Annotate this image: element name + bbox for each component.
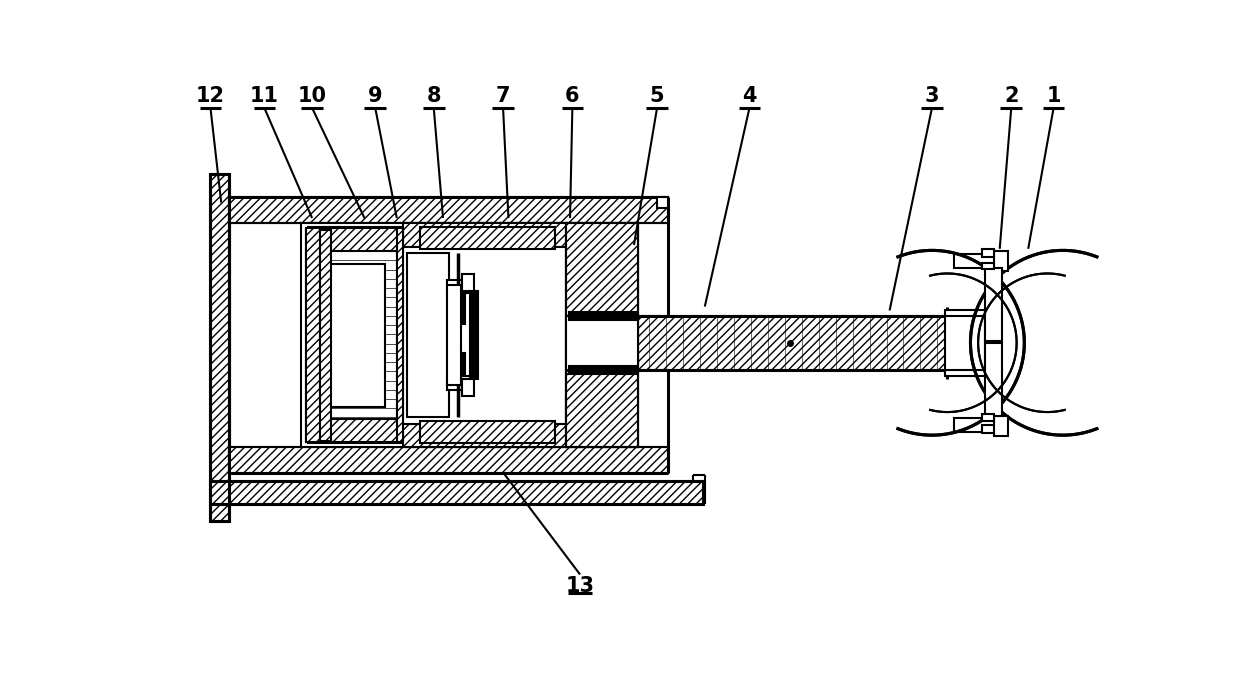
Bar — [420, 227, 554, 249]
Text: 9: 9 — [368, 86, 383, 106]
Bar — [567, 223, 637, 447]
Bar — [397, 228, 403, 442]
Text: 5: 5 — [650, 86, 665, 106]
Bar — [657, 197, 668, 208]
Bar — [955, 418, 1004, 432]
Bar — [453, 353, 465, 376]
Bar — [567, 316, 637, 370]
Bar — [320, 230, 331, 441]
Text: 4: 4 — [743, 86, 756, 106]
Bar — [982, 249, 993, 257]
Bar — [211, 174, 229, 520]
Text: 7: 7 — [496, 86, 511, 106]
Bar — [229, 447, 668, 473]
Bar — [420, 421, 554, 443]
Bar — [945, 310, 985, 376]
Bar — [403, 223, 567, 246]
Bar — [463, 379, 474, 396]
Bar — [567, 223, 637, 447]
Text: 1: 1 — [1047, 86, 1061, 106]
Bar — [985, 343, 1002, 416]
Bar — [306, 228, 403, 442]
Bar — [446, 280, 470, 294]
Bar — [306, 228, 329, 442]
Bar — [403, 246, 567, 423]
Bar — [955, 254, 1004, 268]
Bar — [309, 227, 449, 443]
Bar — [994, 251, 1008, 271]
Text: 10: 10 — [298, 86, 326, 106]
Bar — [446, 376, 470, 390]
Text: 3: 3 — [925, 86, 939, 106]
Polygon shape — [898, 251, 1097, 435]
Bar — [568, 312, 635, 320]
Bar — [463, 274, 474, 291]
Bar — [211, 482, 703, 505]
Bar — [420, 227, 554, 443]
Text: 12: 12 — [196, 86, 224, 106]
Bar — [568, 366, 635, 373]
Bar — [453, 294, 465, 324]
Bar — [300, 223, 637, 447]
Bar — [329, 251, 397, 419]
Bar — [982, 425, 993, 433]
Bar — [229, 197, 668, 223]
Text: 13: 13 — [565, 576, 594, 596]
Bar — [982, 414, 993, 421]
Text: 11: 11 — [250, 86, 279, 106]
Text: 8: 8 — [427, 86, 441, 106]
Bar — [446, 285, 461, 385]
Bar — [470, 291, 477, 379]
Bar — [982, 263, 993, 269]
Text: 6: 6 — [565, 86, 579, 106]
Bar — [567, 316, 947, 370]
Bar — [994, 416, 1008, 436]
Bar — [403, 423, 567, 447]
Bar — [985, 268, 1002, 341]
Bar — [407, 253, 449, 418]
Bar — [320, 264, 386, 407]
Text: 2: 2 — [1004, 86, 1018, 106]
